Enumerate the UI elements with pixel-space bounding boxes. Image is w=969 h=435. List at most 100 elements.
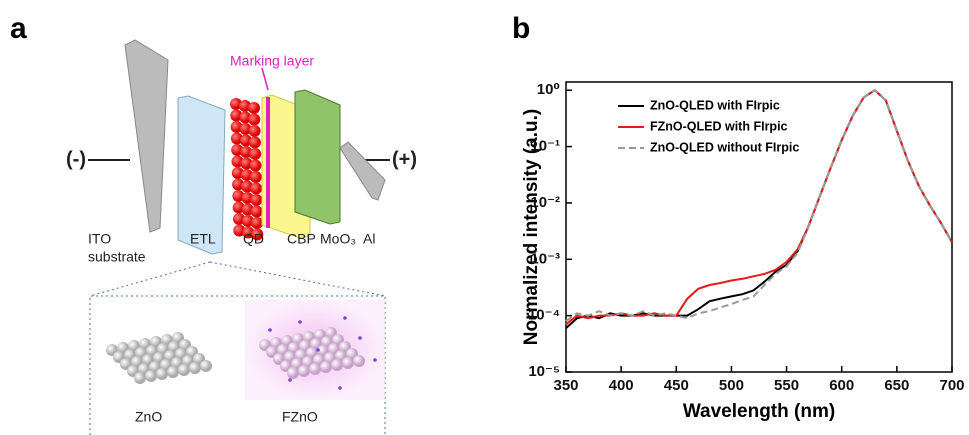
qd-sphere <box>231 155 244 168</box>
fzno-sphere <box>287 367 299 379</box>
qd-sphere <box>241 203 254 216</box>
panel-label: b <box>512 12 530 45</box>
x-tick-label: 700 <box>939 377 964 394</box>
qd-sphere <box>231 167 244 179</box>
layer-label: CBP <box>287 231 316 247</box>
qd-sphere <box>250 194 263 206</box>
qd-sphere <box>241 180 254 193</box>
qd-sphere <box>251 217 263 229</box>
y-tick-label: 10⁰ <box>537 81 560 98</box>
x-tick-label: 450 <box>664 377 689 394</box>
qd-sphere <box>231 144 244 156</box>
fzno-sphere <box>353 355 365 367</box>
device-diagram: Marking layer (-) (+) ITO substrate ETL … <box>66 39 417 435</box>
fzno-sphere <box>331 359 343 371</box>
marking-pointer <box>261 67 269 91</box>
fluorine-dot <box>298 320 302 324</box>
qd-sphere <box>251 228 264 241</box>
qd-sphere <box>242 215 254 227</box>
moo3-plate <box>294 89 341 225</box>
x-tick-label: 350 <box>553 377 578 394</box>
fzno-sphere <box>342 357 354 369</box>
fluorine-dot <box>373 358 377 362</box>
qd-sphere <box>239 111 252 124</box>
inset-box <box>89 295 386 435</box>
qd-layer <box>230 98 264 241</box>
qd-sphere <box>230 98 242 110</box>
zno-sphere <box>145 370 157 382</box>
qd-sphere <box>250 182 263 195</box>
fzno-sphere <box>298 365 310 377</box>
x-tick-label: 650 <box>884 377 909 394</box>
qd-sphere <box>239 100 251 112</box>
qd-sphere <box>248 113 261 126</box>
qd-sphere <box>249 159 262 172</box>
layer-label: Al <box>363 231 375 247</box>
x-tick-label: 600 <box>829 377 854 394</box>
legend-label: ZnO-QLED without FIrpic <box>650 140 799 154</box>
fluorine-dot <box>338 386 342 390</box>
al-electrode <box>339 141 386 201</box>
zoom-line <box>89 261 211 297</box>
x-tick-label: 500 <box>719 377 744 394</box>
minus: (-) <box>66 148 86 170</box>
qd-sphere <box>232 190 245 202</box>
panel-label: a <box>10 12 27 45</box>
zoom-line <box>209 261 386 297</box>
fluorine-dot <box>316 348 320 352</box>
y-tick-label: 10⁻⁵ <box>528 363 560 380</box>
y-tick-label: 10⁻³ <box>530 250 560 267</box>
qd-sphere <box>240 169 253 181</box>
qd-sphere <box>248 102 260 114</box>
zno-sphere <box>134 372 146 384</box>
x-axis-label: Wavelength (nm) <box>683 401 835 422</box>
qd-sphere <box>232 178 245 191</box>
zno-sphere <box>156 368 168 380</box>
zno-sphere <box>178 364 190 376</box>
fzno-sphere <box>320 361 332 373</box>
fluorine-dot <box>288 378 292 382</box>
qd-sphere <box>239 123 252 135</box>
fluorine-dot <box>343 316 347 320</box>
plot-frame <box>565 81 953 373</box>
fzno-cluster <box>259 316 377 390</box>
plus: (+) <box>392 148 417 170</box>
etl-plate <box>177 95 226 255</box>
layer-label: ETL <box>190 231 216 247</box>
zno-sphere <box>167 366 179 378</box>
y-tick-label: 10⁻⁴ <box>528 307 560 324</box>
marking-label: Marking layer <box>230 53 314 69</box>
qd-sphere <box>239 134 252 147</box>
qd-sphere <box>249 148 262 160</box>
qd-sphere <box>232 201 245 214</box>
zno-sphere <box>189 362 201 374</box>
legend-label: ZnO-QLED with FIrpic <box>650 98 780 112</box>
legend-label: FZnO-QLED with FIrpic <box>650 119 788 133</box>
qd-sphere <box>242 226 255 239</box>
layer-label: substrate <box>88 249 146 265</box>
fzno-sphere <box>309 363 321 375</box>
y-tick-label: 10⁻² <box>530 194 560 211</box>
series-line <box>565 88 953 322</box>
y-axis-label: Normalized intensity (a.u.) <box>521 109 542 345</box>
inset-label: FZnO <box>282 409 318 425</box>
layer-label: MoO₃ <box>320 231 356 247</box>
zno-cluster <box>106 332 212 384</box>
qd-sphere <box>240 146 253 158</box>
x-tick-label: 550 <box>774 377 799 394</box>
fluorine-dot <box>358 336 362 340</box>
qd-sphere <box>230 109 243 122</box>
qd-sphere <box>233 213 245 225</box>
y-tick-label: 10⁻¹ <box>530 138 560 155</box>
x-tick-label: 400 <box>609 377 634 394</box>
inset-label: ZnO <box>135 409 162 425</box>
qd-sphere <box>248 125 261 137</box>
zno-sphere <box>200 360 212 372</box>
layer-label: QD <box>243 231 264 247</box>
qd-sphere <box>233 224 246 237</box>
qd-sphere <box>249 171 262 183</box>
qd-sphere <box>230 132 243 145</box>
layer-label: ITO <box>88 231 111 247</box>
fluorine-dot <box>268 328 272 332</box>
